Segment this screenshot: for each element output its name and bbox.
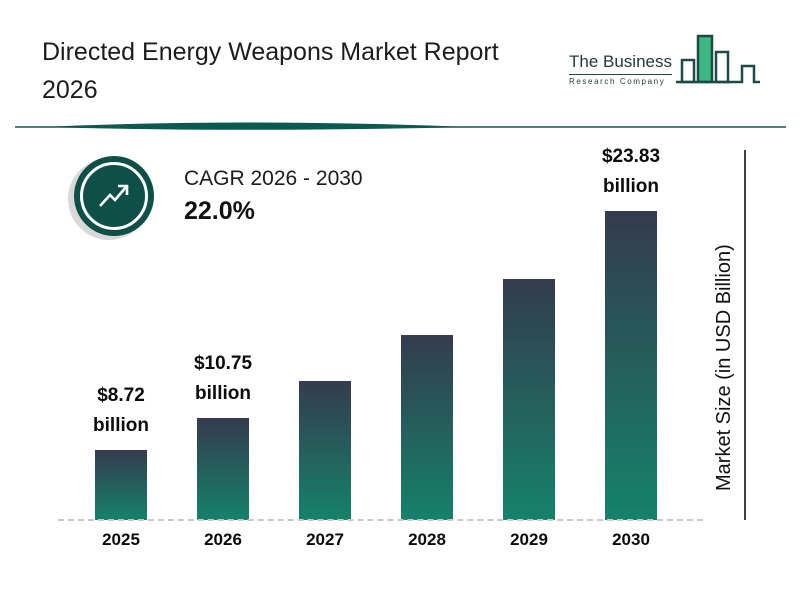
bar-value-label-2025: $8.72 billion <box>93 385 149 436</box>
company-logo-text: The Business Research Company <box>569 52 672 86</box>
bar-column-2027 <box>274 381 376 520</box>
x-axis-labels: 2025 2026 2027 2028 2029 2030 <box>70 530 682 550</box>
bar-column-2025: $8.72 billion <box>70 381 172 520</box>
cagr-label: CAGR 2026 - 2030 <box>184 166 363 190</box>
bar-column-2026: $10.75 billion <box>172 349 274 520</box>
bar-2026 <box>197 418 249 520</box>
chart-baseline <box>58 519 703 521</box>
bar-2030 <box>605 211 657 520</box>
bar-2028 <box>401 335 453 520</box>
bar-column-2029 <box>478 279 580 520</box>
bar-column-2030: $23.83 billion <box>580 142 682 520</box>
x-axis-label-2027: 2027 <box>306 530 344 549</box>
x-axis-label-2026: 2026 <box>204 530 242 549</box>
y-axis-label: Market Size (in USD Billion) <box>713 244 735 492</box>
trend-arrow-icon <box>99 184 129 207</box>
cagr-block: CAGR 2026 - 2030 22.0% <box>70 152 363 240</box>
logo-bars-icon <box>676 34 760 84</box>
page-title-line2: 2026 <box>42 75 98 104</box>
company-logo-name: The Business <box>569 52 672 75</box>
x-axis-label-2030: 2030 <box>612 530 650 549</box>
company-logo: The Business Research Company <box>569 34 762 94</box>
bar-2025 <box>95 450 147 520</box>
bar-value-label-2026: $10.75 billion <box>193 353 253 404</box>
right-axis-line <box>744 150 746 520</box>
x-axis-label-2029: 2029 <box>510 530 548 549</box>
bar-2027 <box>299 381 351 520</box>
divider-ribbon <box>15 122 786 130</box>
page-title: Directed Energy Weapons Market Report 20… <box>42 34 499 109</box>
x-axis-label-2025: 2025 <box>102 530 140 549</box>
cagr-value: 22.0% <box>184 196 255 225</box>
trend-up-icon <box>80 162 148 230</box>
bar-chart: $8.72 billion $10.75 billion $23.83 billio… <box>70 120 682 520</box>
bar-column-2028 <box>376 335 478 520</box>
company-logo-subtitle: Research Company <box>569 77 666 86</box>
cagr-text: CAGR 2026 - 2030 22.0% <box>184 167 363 226</box>
bar-value-label-2030: $23.83 billion <box>601 146 661 197</box>
x-axis-label-2028: 2028 <box>408 530 446 549</box>
bar-2029 <box>503 279 555 520</box>
page-title-line1: Directed Energy Weapons Market Report <box>42 38 499 66</box>
